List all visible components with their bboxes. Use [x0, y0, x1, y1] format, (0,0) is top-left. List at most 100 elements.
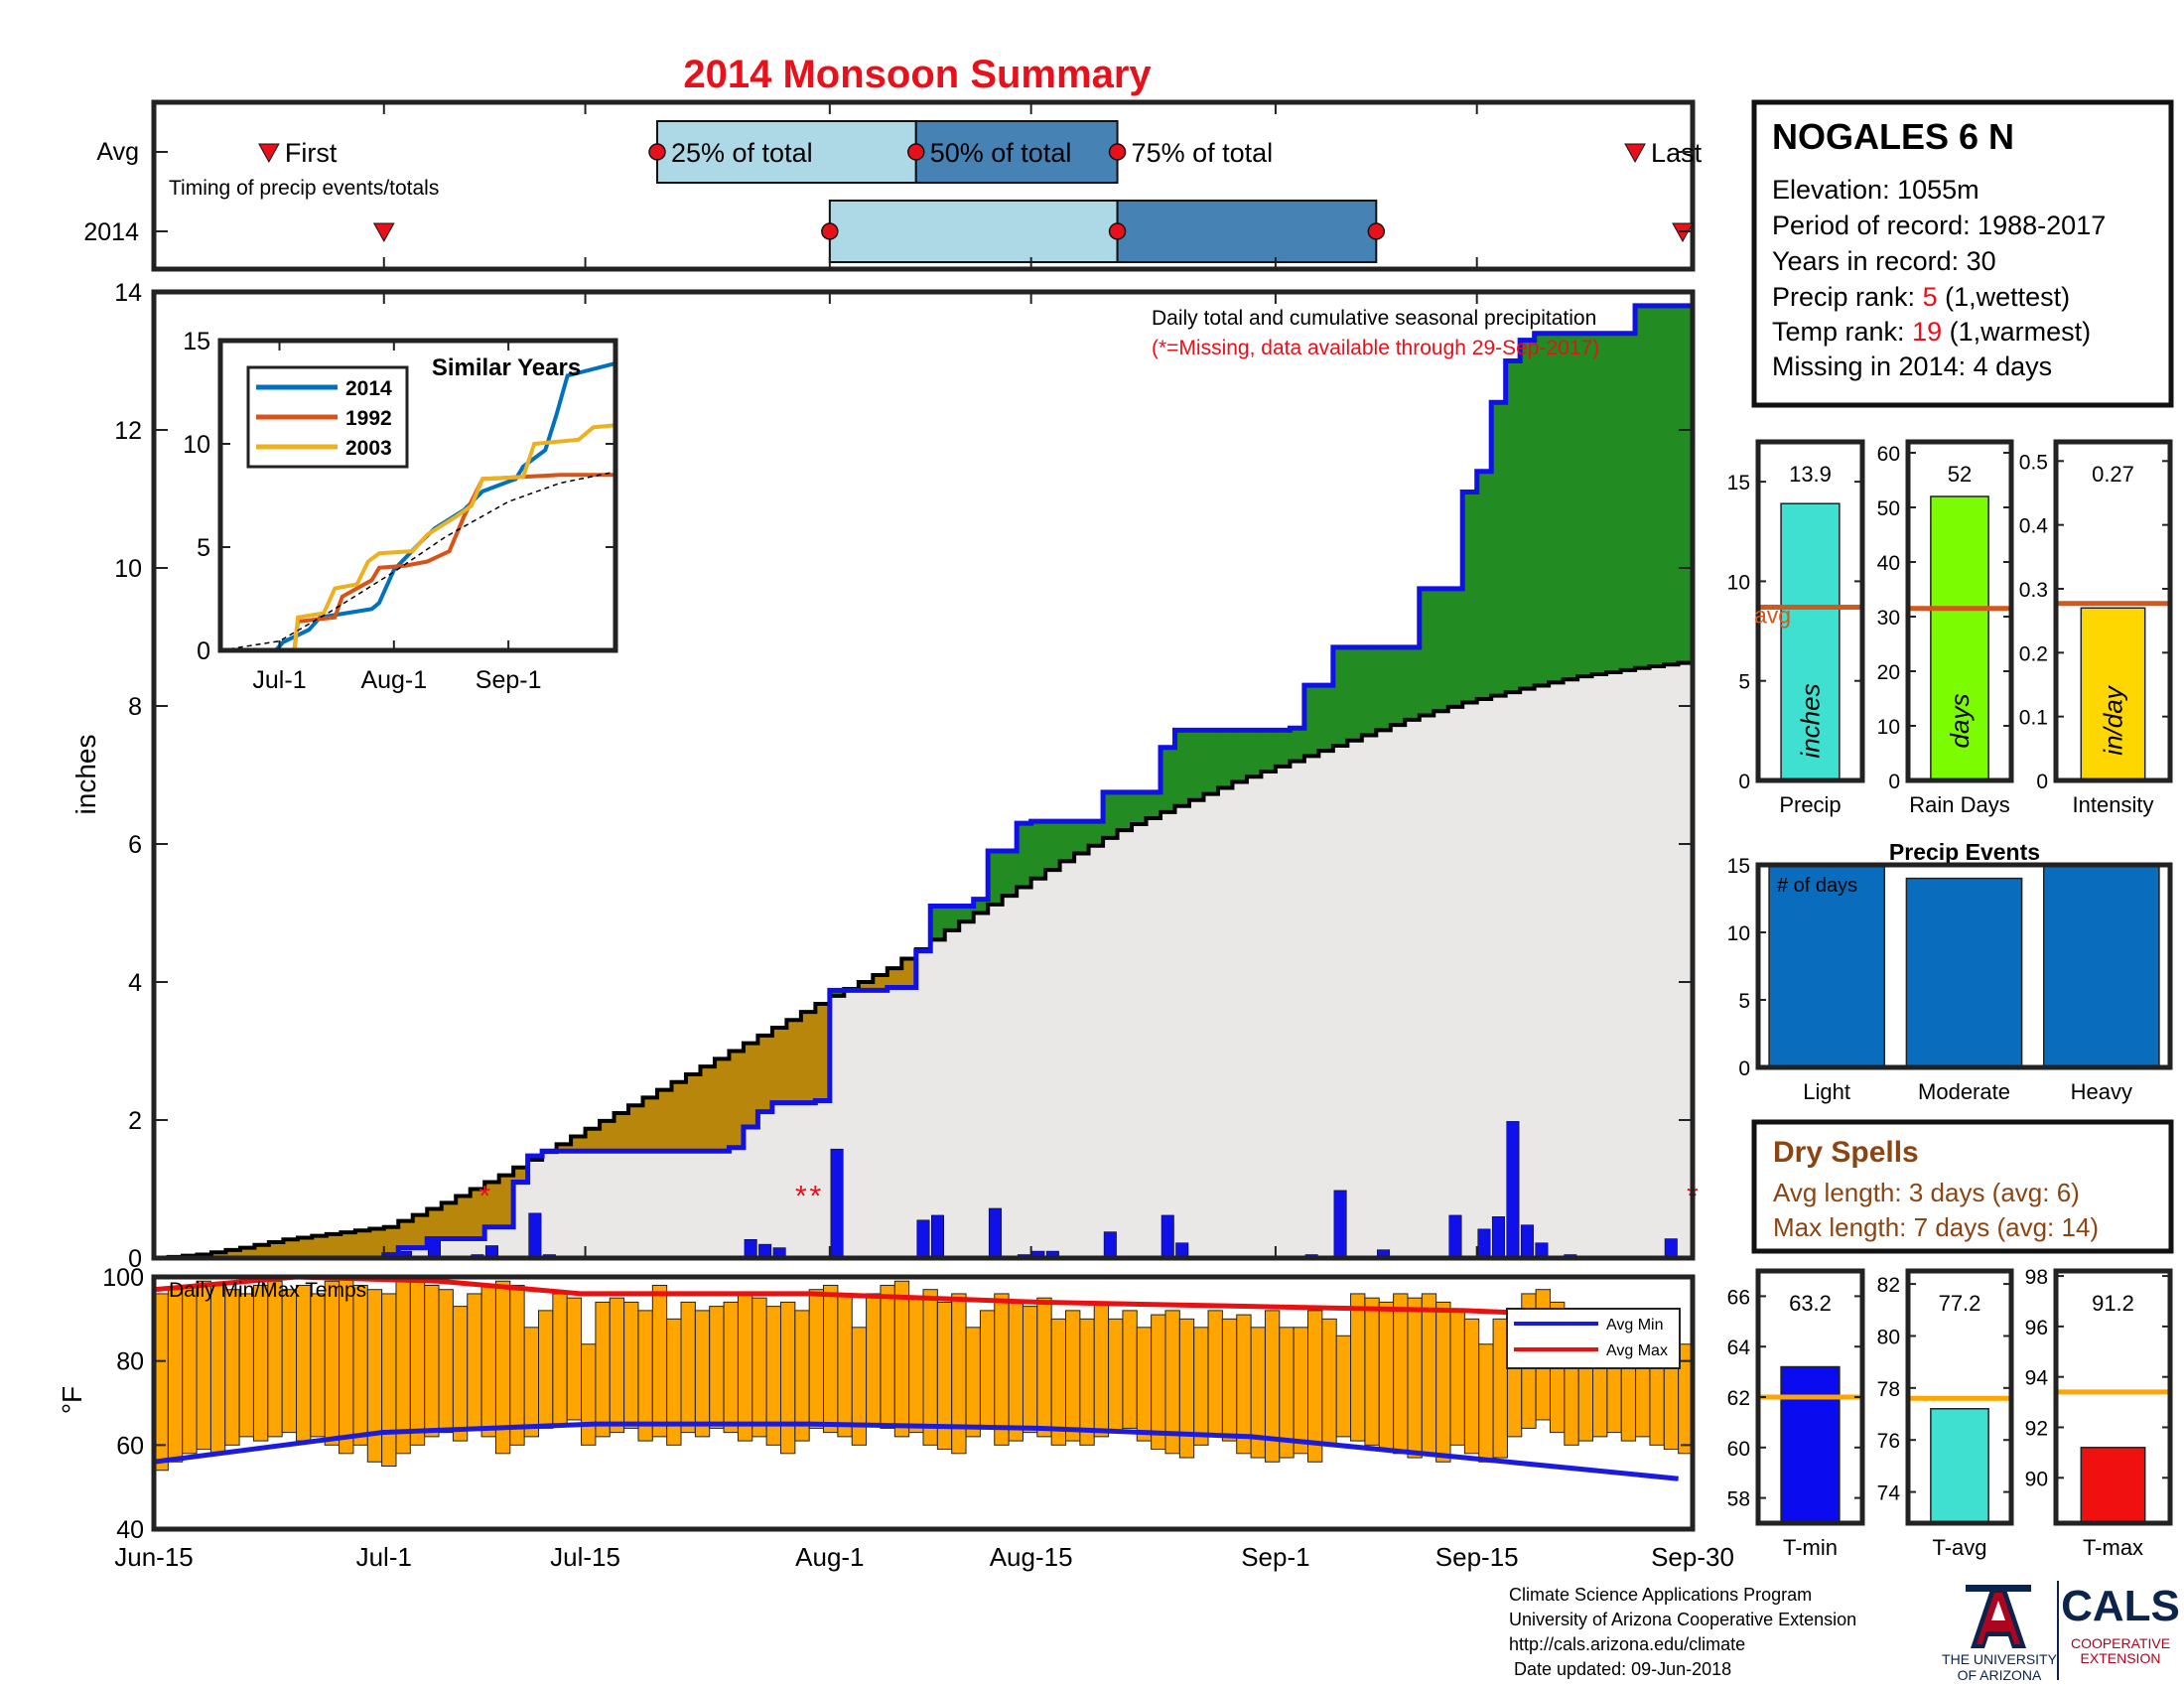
temp-legend — [1506, 1308, 1681, 1369]
temp-range-bar — [381, 1293, 397, 1468]
summary-bar — [2080, 607, 2146, 781]
mini-y-tick-label: 60 — [1877, 443, 1900, 466]
station-elevation: Elevation: 1055m — [1772, 175, 1979, 205]
mini-y-tick-label: 90 — [2025, 1468, 2048, 1490]
x-tick-label: Sep-1 — [1241, 1542, 1309, 1572]
temp-range-bar — [1193, 1327, 1209, 1446]
y-tick-label: 2 — [128, 1107, 142, 1135]
below-avg-fill — [743, 1043, 759, 1127]
above-avg-fill — [1347, 646, 1363, 741]
above-avg-fill — [1361, 646, 1377, 736]
summary-bar — [1780, 502, 1841, 781]
above-avg-fill — [1620, 333, 1636, 670]
summary-unit-label: days — [1945, 694, 1975, 749]
below-avg-fill — [714, 1058, 731, 1152]
mini-y-tick-label: 0.1 — [2019, 707, 2048, 730]
below-avg-fill — [671, 1081, 687, 1152]
temp-range-bar — [424, 1284, 440, 1438]
temp-range-bar — [1178, 1318, 1195, 1459]
timing-row-label-2014: 2014 — [83, 218, 139, 246]
temp-range-bar — [296, 1284, 312, 1442]
mini-y-tick-label: 92 — [2025, 1417, 2048, 1440]
inset-y-tick-label: 15 — [183, 328, 210, 355]
precip-rank-value: 5 — [1923, 282, 1938, 312]
below-avg-fill — [815, 1004, 831, 1101]
above-avg-fill — [944, 906, 960, 930]
temp-range-bar — [324, 1280, 341, 1446]
temp-range-bar — [651, 1284, 668, 1438]
above-avg-fill — [1232, 730, 1248, 782]
temp-range-bar — [1036, 1297, 1052, 1438]
page-title: 2014 Monsoon Summary — [683, 53, 1152, 96]
above-avg-fill — [1664, 305, 1680, 665]
temp-range-bar — [823, 1284, 839, 1434]
temp-range-bar — [1463, 1318, 1480, 1455]
mini-y-tick-label: 40 — [1877, 552, 1900, 575]
above-avg-fill — [1188, 730, 1205, 800]
inset-x-tick-label: Aug-1 — [360, 666, 427, 694]
summary-label: T-min — [1783, 1535, 1838, 1560]
summary-avg-label: avg — [1754, 602, 1791, 628]
temp-range-bar — [167, 1289, 184, 1463]
timing-box-50-75 — [914, 120, 1119, 184]
below-avg-fill — [786, 1020, 802, 1103]
below-avg-fill — [283, 1239, 299, 1258]
timing-pct-marker — [1108, 143, 1127, 161]
temp-range-bar — [352, 1284, 368, 1446]
x-tick-label: Sep-15 — [1435, 1542, 1519, 1572]
inset-x-tick-label: Jul-1 — [252, 666, 306, 694]
events-bar — [1905, 877, 2023, 1068]
ua-logo-line-2: OF ARIZONA — [1958, 1667, 2042, 1683]
above-avg-fill — [1505, 360, 1521, 693]
above-avg-fill — [1117, 791, 1133, 831]
temp-range-bar — [1293, 1327, 1309, 1455]
mini-y-tick-label: 60 — [1727, 1438, 1750, 1461]
above-avg-fill — [1390, 646, 1406, 726]
daily-precip-bar — [1520, 1224, 1534, 1259]
temp-range-bar — [979, 1310, 996, 1429]
temp-rank-label: Temp rank: — [1772, 317, 1912, 347]
above-avg-fill — [1261, 730, 1277, 773]
y-tick-label: 14 — [114, 279, 142, 307]
mini-y-tick-label: 10 — [1877, 716, 1900, 739]
temp-range-bar — [880, 1284, 895, 1429]
daily-precip-bar — [744, 1238, 757, 1259]
station-missing: Missing in 2014: 4 days — [1772, 352, 2052, 381]
dry-spells-title: Dry Spells — [1773, 1136, 1919, 1169]
temp-range-bar — [467, 1293, 482, 1429]
below-avg-fill — [398, 1220, 414, 1248]
temp-range-bar — [723, 1301, 739, 1434]
below-avg-fill — [341, 1232, 356, 1258]
above-avg-fill — [1088, 821, 1104, 846]
below-avg-fill — [326, 1233, 341, 1258]
similar-years-line-2003 — [220, 423, 616, 652]
below-avg-fill — [427, 1208, 443, 1239]
below-avg-fill — [901, 958, 917, 988]
below-avg-fill — [628, 1105, 644, 1152]
summary-label: Rain Days — [1909, 792, 2009, 817]
above-avg-fill — [1635, 305, 1651, 668]
timing-first-last-marker — [372, 222, 395, 243]
mini-y-tick-label: 82 — [1877, 1274, 1900, 1297]
timing-box-50-75 — [1116, 200, 1378, 263]
daily-precip-bar — [930, 1214, 944, 1259]
arizona-a-hole-icon — [1991, 1601, 2005, 1620]
temp-range-bar — [209, 1284, 226, 1455]
above-avg-fill — [1017, 823, 1032, 888]
above-avg-fill — [1045, 821, 1061, 871]
temp-range-bar — [1151, 1314, 1166, 1451]
mini-frame — [1755, 439, 1865, 783]
temp-range-bar — [1136, 1327, 1153, 1442]
below-avg-fill — [456, 1196, 472, 1239]
above-avg-fill — [1059, 821, 1075, 862]
summary-bar — [1930, 495, 1989, 781]
above-avg-fill — [1217, 730, 1234, 788]
cals-logo: CALS COOPERATIVE EXTENSION — [2061, 1582, 2180, 1666]
below-avg-fill — [254, 1244, 270, 1258]
below-avg-fill — [383, 1226, 399, 1255]
events-category-label: Heavy — [2071, 1079, 2132, 1104]
timing-pct-marker — [907, 143, 925, 161]
events-category-label: Light — [1803, 1079, 1850, 1104]
above-avg-fill — [1549, 333, 1565, 683]
mini-y-tick-label: 20 — [1877, 661, 1900, 684]
